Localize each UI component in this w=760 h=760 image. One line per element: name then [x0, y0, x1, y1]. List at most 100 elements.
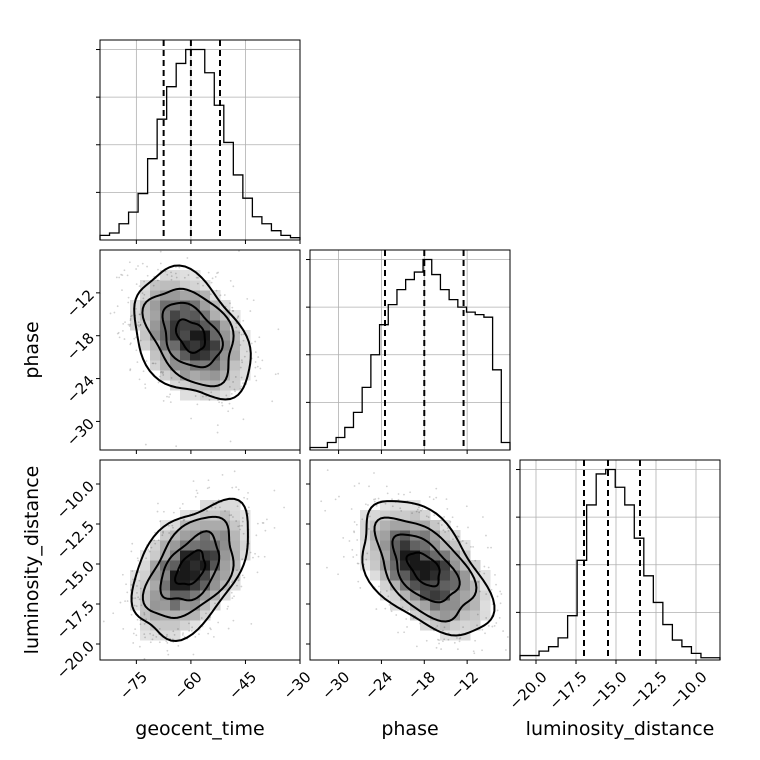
- sample-point: [186, 257, 189, 259]
- sample-point: [230, 591, 233, 594]
- sample-point: [361, 518, 364, 521]
- sample-point: [130, 550, 133, 553]
- sample-point: [115, 276, 118, 279]
- sample-point: [196, 282, 199, 285]
- sample-point: [216, 272, 218, 275]
- sample-point: [243, 576, 246, 579]
- density-cell: [190, 320, 201, 331]
- density-cell: [420, 530, 431, 541]
- sample-point: [433, 514, 436, 517]
- ylabel-phase: phase: [21, 321, 43, 378]
- sample-point: [126, 600, 129, 602]
- sample-point: [264, 529, 267, 532]
- sample-point: [138, 378, 141, 381]
- contours: [361, 500, 496, 637]
- density-cell: [380, 510, 391, 521]
- density-cell: [470, 600, 481, 611]
- sample-point: [416, 508, 419, 511]
- sample-point: [195, 489, 198, 492]
- sample-point: [96, 680, 98, 682]
- density-cell: [160, 290, 171, 301]
- density-cell: [240, 520, 251, 531]
- panel-frame: [519, 459, 721, 661]
- sample-point: [474, 559, 477, 562]
- sample-point: [143, 280, 145, 283]
- density-cell: [240, 550, 251, 561]
- sample-point: [495, 622, 498, 624]
- density-cell: [230, 570, 241, 581]
- density-cell: [160, 590, 171, 601]
- density-cell: [140, 610, 151, 621]
- sample-point: [259, 367, 262, 370]
- density-cell: [210, 580, 221, 591]
- density-cell: [240, 350, 251, 361]
- sample-point: [237, 579, 240, 582]
- sample-point: [164, 270, 167, 273]
- sample-point: [139, 323, 142, 326]
- density-cell: [180, 300, 191, 311]
- sample-point: [219, 294, 222, 297]
- density-cell: [180, 580, 191, 591]
- sample-point: [230, 392, 233, 395]
- density-cell: [180, 510, 191, 521]
- density-cell: [400, 600, 411, 611]
- density-cell: [420, 590, 431, 601]
- sample-point: [240, 385, 243, 388]
- ytick-label: −15.0: [53, 557, 98, 602]
- density-cell: [220, 540, 231, 551]
- density-cell: [410, 540, 421, 551]
- density-cell: [450, 590, 461, 601]
- sample-point: [170, 275, 173, 278]
- sample-point: [258, 336, 261, 339]
- sample-point: [140, 604, 143, 607]
- sample-point: [166, 633, 168, 636]
- density-cell: [390, 540, 401, 551]
- density-cell: [140, 290, 151, 301]
- density-cell: [410, 500, 421, 511]
- sample-point: [124, 600, 126, 603]
- sample-point: [147, 548, 150, 551]
- density-cell: [160, 310, 171, 321]
- density-cell: [230, 500, 241, 511]
- density-cell: [380, 580, 391, 591]
- density-cell: [460, 590, 471, 601]
- sample-point: [145, 557, 148, 560]
- density-cell: [160, 570, 171, 581]
- sample-point: [242, 382, 244, 385]
- sample-point: [190, 630, 193, 632]
- density-cell: [440, 590, 451, 601]
- sample-point: [154, 531, 156, 534]
- density-cell: [230, 580, 241, 591]
- ytick-label: −30: [63, 415, 98, 450]
- sample-point: [232, 381, 234, 383]
- sample-point: [136, 618, 139, 621]
- sample-point: [144, 636, 146, 639]
- sample-point: [215, 289, 218, 292]
- sample-point: [236, 505, 239, 508]
- sample-point: [138, 579, 141, 582]
- density-cell: [380, 550, 391, 561]
- sample-point: [350, 508, 353, 510]
- sample-point: [540, 565, 542, 567]
- sample-point: [196, 492, 199, 495]
- density-cell: [420, 560, 431, 571]
- sample-point: [123, 338, 126, 340]
- density-cell: [230, 350, 241, 361]
- sample-point: [156, 510, 159, 513]
- sample-point: [168, 532, 171, 534]
- histogram-luminosity_distance: [519, 468, 721, 660]
- density-cell: [140, 340, 151, 351]
- density-cell: [180, 570, 191, 581]
- sample-point: [165, 635, 168, 638]
- sample-point: [134, 628, 137, 630]
- sample-point: [456, 648, 459, 651]
- sample-point: [338, 495, 340, 498]
- sample-point: [217, 499, 220, 502]
- sample-point: [129, 342, 132, 345]
- sample-point: [128, 261, 131, 264]
- sample-point: [456, 637, 458, 639]
- density-cell: [220, 350, 231, 361]
- density-cell: [230, 560, 241, 571]
- sample-point: [247, 506, 250, 509]
- density-cell: [390, 510, 401, 521]
